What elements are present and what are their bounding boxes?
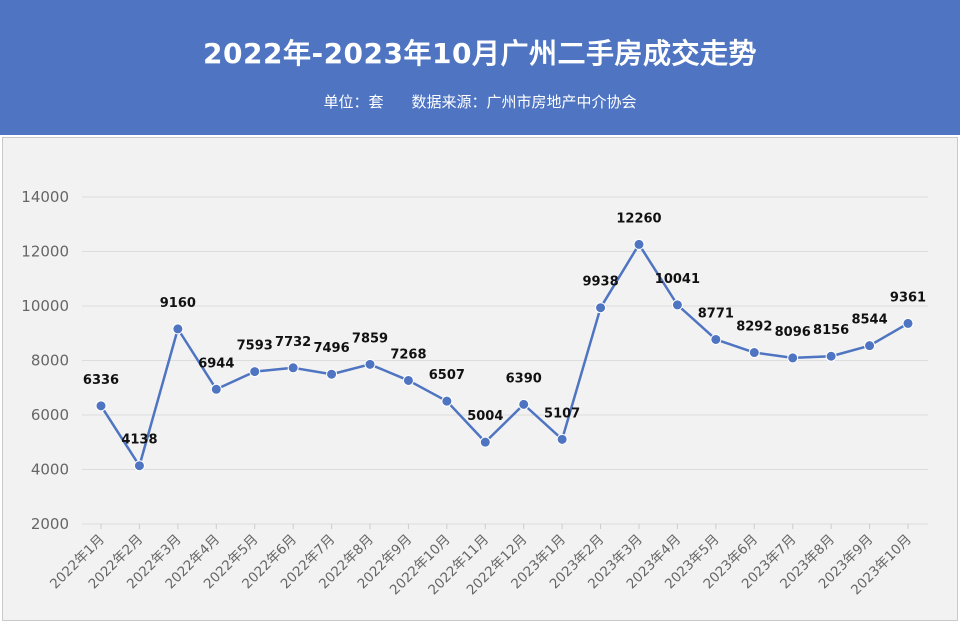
data-point (479, 436, 491, 448)
data-label: 8156 (813, 323, 849, 338)
series-line (99, 243, 909, 467)
data-label: 8096 (775, 325, 811, 340)
data-point (902, 317, 914, 329)
data-point (95, 400, 107, 412)
data-label: 9361 (890, 290, 926, 305)
data-point (748, 347, 760, 359)
y-tick-label: 12000 (21, 243, 69, 261)
data-label: 8544 (851, 313, 887, 328)
data-label: 8771 (698, 306, 734, 321)
data-label: 7268 (390, 347, 426, 362)
data-point (864, 340, 876, 352)
y-tick-label: 4000 (31, 461, 69, 479)
data-label: 7496 (313, 341, 349, 356)
data-point (210, 383, 222, 395)
data-label: 7732 (275, 335, 311, 350)
data-point (287, 362, 299, 374)
data-point (364, 358, 376, 370)
data-label: 7593 (237, 339, 273, 354)
y-tick-label: 2000 (31, 515, 69, 533)
data-point (326, 368, 338, 380)
data-point (825, 350, 837, 362)
data-label: 8292 (736, 320, 772, 335)
data-label: 10041 (655, 272, 700, 287)
data-label: 6507 (429, 368, 465, 383)
data-label: 5004 (467, 409, 503, 424)
data-point (710, 333, 722, 345)
chart-title: 2022年-2023年10月广州二手房成交走势 (203, 37, 757, 70)
y-tick-label: 6000 (31, 406, 69, 424)
data-label: 7859 (352, 331, 388, 346)
data-label: 6944 (198, 356, 234, 371)
data-point (133, 460, 145, 472)
chart-subtitle: 单位：套 数据来源：广州市房地产中介协会 (0, 91, 960, 112)
data-label: 6336 (83, 373, 119, 388)
data-label: 9938 (582, 275, 618, 290)
data-point (441, 395, 453, 407)
data-label: 9160 (160, 296, 196, 311)
data-point (787, 352, 799, 364)
y-tick-label: 14000 (21, 188, 69, 206)
data-point (595, 302, 607, 314)
data-point (671, 299, 683, 311)
chart-panel (2, 137, 958, 621)
data-point (249, 366, 261, 378)
data-label: 4138 (121, 433, 157, 448)
data-label: 12260 (616, 211, 661, 226)
chart-header: 2022年-2023年10月广州二手房成交走势 单位：套 数据来源：广州市房地产中… (0, 0, 960, 135)
unit-label: 单位：套 (323, 93, 384, 111)
y-tick-label: 10000 (21, 297, 69, 315)
data-label: 5107 (544, 406, 580, 421)
y-tick-label: 8000 (31, 352, 69, 370)
data-point (633, 238, 645, 250)
data-point (518, 398, 530, 410)
data-point (402, 374, 414, 386)
data-label: 6390 (506, 371, 542, 386)
data-point (172, 323, 184, 335)
source-label: 数据来源：广州市房地产中介协会 (411, 93, 637, 111)
data-point (556, 433, 568, 445)
